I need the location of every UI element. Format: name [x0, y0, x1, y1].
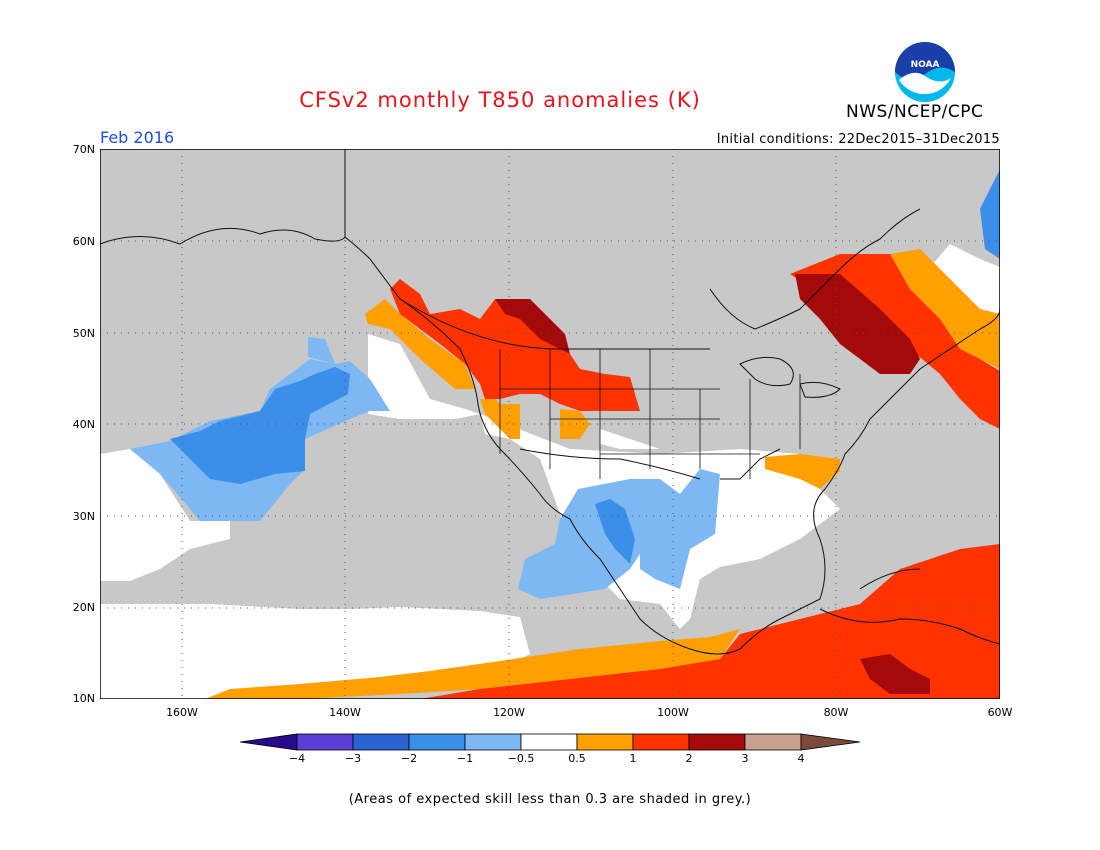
lon-label-140w: 140W	[329, 706, 361, 719]
noaa-logo: NOAA	[895, 42, 955, 102]
skill-footnote: (Areas of expected skill less than 0.3 a…	[348, 792, 752, 807]
colorbar-label: −3	[344, 752, 362, 765]
colorbar-label: −1	[456, 752, 474, 765]
forecast-period: Feb 2016	[100, 128, 175, 147]
lon-label-60w: 60W	[987, 706, 1013, 719]
lat-label-30n: 30N	[72, 510, 95, 523]
colorbar-swatch	[296, 733, 354, 751]
colorbar-swatch	[520, 733, 578, 751]
initial-conditions: Initial conditions: 22Dec2015–31Dec2015	[716, 132, 1000, 147]
colorbar-label: 3	[741, 752, 749, 765]
map-title: CFSv2 monthly T850 anomalies (K)	[299, 88, 701, 112]
noaa-logo-text: NOAA	[911, 60, 940, 70]
colorbar-label: −2	[400, 752, 418, 765]
lat-label-10n: 10N	[72, 692, 95, 705]
lon-label-160w: 160W	[166, 706, 198, 719]
colorbar-label: 4	[797, 752, 805, 765]
colorbar-swatch	[744, 733, 802, 751]
colorbar-swatch	[408, 733, 466, 751]
lat-lon-grid	[100, 149, 1000, 699]
colorbar-label: −0.5	[507, 752, 535, 765]
agency-label: NWS/NCEP/CPC	[846, 102, 984, 122]
lat-label-40n: 40N	[72, 418, 95, 431]
lon-label-100w: 100W	[657, 706, 689, 719]
colorbar-arrow-high	[800, 733, 861, 751]
lon-label-80w: 80W	[823, 706, 849, 719]
colorbar-label: 0.5	[568, 752, 586, 765]
dark-red-anomaly	[495, 274, 930, 694]
lat-label-70n: 70N	[72, 143, 95, 156]
colorbar-swatch	[632, 733, 690, 751]
great-lakes	[739, 356, 841, 398]
colorbar-swatch	[352, 733, 410, 751]
colorbar-label: −4	[288, 752, 306, 765]
state-borders	[499, 349, 801, 479]
colorbar-swatch	[688, 733, 746, 751]
orange-anomaly	[205, 249, 1000, 699]
lon-label-120w: 120W	[493, 706, 525, 719]
lat-label-50n: 50N	[72, 327, 95, 340]
lat-label-60n: 60N	[72, 235, 95, 248]
colorbar-swatch	[576, 733, 634, 751]
colorbar-label: 2	[685, 752, 693, 765]
colorbar-swatch	[464, 733, 522, 751]
lat-label-20n: 20N	[72, 601, 95, 614]
colorbar-arrow-low	[240, 733, 298, 751]
colorbar-label: 1	[629, 752, 637, 765]
colorbar	[240, 733, 861, 751]
mid-blue-anomaly	[170, 169, 1000, 564]
coastlines	[100, 149, 1000, 699]
anomaly-map	[100, 149, 1000, 699]
